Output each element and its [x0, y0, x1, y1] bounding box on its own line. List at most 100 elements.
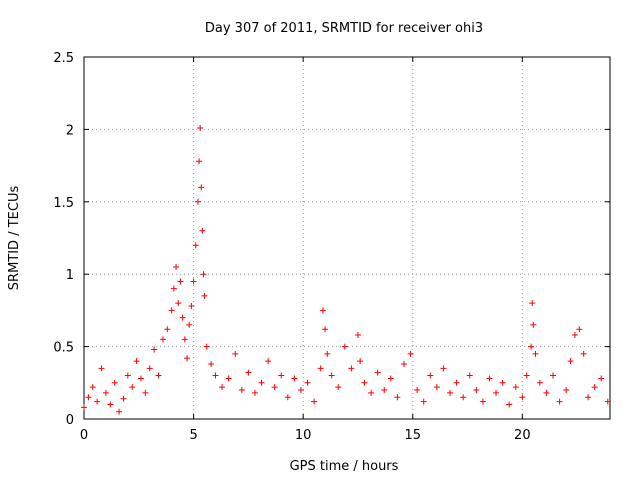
data-point — [196, 158, 203, 165]
data-point — [297, 387, 304, 394]
x-tick-label: 10 — [295, 428, 312, 443]
chart-title: Day 307 of 2011, SRMTID for receiver ohi… — [205, 21, 483, 36]
data-point — [460, 394, 467, 401]
plot-frame — [83, 56, 611, 420]
x-axis: 0 5 10 15 20 — [80, 57, 531, 443]
data-point — [120, 395, 127, 402]
data-point — [357, 358, 364, 365]
data-point — [116, 408, 123, 415]
data-point — [291, 375, 298, 382]
y-tick-label: 0.5 — [53, 341, 74, 356]
data-point — [374, 369, 381, 376]
data-point — [192, 242, 199, 249]
data-point — [506, 401, 513, 408]
data-point — [532, 350, 539, 357]
data-point — [175, 300, 182, 307]
data-point — [208, 360, 215, 367]
data-point — [146, 365, 153, 372]
data-point — [85, 394, 92, 401]
data-point — [529, 300, 536, 307]
data-point — [598, 375, 605, 382]
data-point — [142, 389, 149, 396]
x-tick-label: 20 — [514, 428, 531, 443]
data-point — [284, 394, 291, 401]
data-point — [427, 372, 434, 379]
data-point — [571, 332, 578, 339]
data-point — [440, 365, 447, 372]
data-point — [407, 350, 414, 357]
data-point — [203, 343, 210, 350]
data-point — [348, 365, 355, 372]
data-point — [251, 389, 258, 396]
data-point — [556, 398, 563, 405]
data-point — [107, 401, 114, 408]
data-point — [585, 394, 592, 401]
data-point — [368, 389, 375, 396]
data-point — [186, 321, 193, 328]
data-point — [400, 360, 407, 367]
data-point — [394, 394, 401, 401]
data-point — [420, 398, 427, 405]
data-point — [94, 398, 101, 405]
data-point — [493, 389, 500, 396]
data-point — [159, 336, 166, 343]
data-point — [576, 326, 583, 333]
data-point — [311, 398, 318, 405]
grid — [84, 57, 610, 419]
data-point — [184, 355, 191, 362]
y-axis-label: SRMTID / TECUs — [7, 186, 22, 291]
y-tick-label: 1 — [66, 268, 74, 283]
data-point — [199, 227, 206, 234]
data-point — [319, 307, 326, 314]
data-point — [499, 379, 506, 386]
data-point — [124, 372, 131, 379]
x-tick-label: 5 — [189, 428, 197, 443]
data-point — [543, 389, 550, 396]
data-point — [466, 372, 473, 379]
data-point — [453, 379, 460, 386]
data-points — [81, 124, 611, 415]
data-point — [433, 384, 440, 391]
data-point — [137, 375, 144, 382]
data-point — [238, 387, 245, 394]
data-point — [170, 285, 177, 292]
data-point — [567, 358, 574, 365]
data-point — [111, 379, 118, 386]
data-point — [528, 343, 535, 350]
data-point — [447, 389, 454, 396]
data-point — [563, 387, 570, 394]
x-axis-label: GPS time / hours — [290, 459, 399, 474]
y-tick-label: 2.5 — [53, 51, 74, 66]
data-point — [304, 379, 311, 386]
data-point — [271, 384, 278, 391]
data-point — [190, 278, 197, 285]
data-point — [200, 271, 207, 278]
data-point — [580, 350, 587, 357]
data-point — [591, 384, 598, 391]
data-point — [361, 379, 368, 386]
data-point — [133, 358, 140, 365]
data-point — [512, 384, 519, 391]
data-point — [322, 326, 329, 333]
data-point — [225, 375, 232, 382]
data-point — [177, 278, 184, 285]
data-point — [473, 387, 480, 394]
data-point — [479, 398, 486, 405]
data-point — [81, 404, 87, 411]
data-point — [245, 369, 252, 376]
data-point — [354, 332, 361, 339]
data-point — [387, 375, 394, 382]
data-point — [89, 384, 96, 391]
data-point — [550, 372, 557, 379]
data-point — [341, 343, 348, 350]
data-point — [265, 358, 272, 365]
data-point — [536, 379, 543, 386]
data-point — [278, 372, 285, 379]
data-point — [414, 387, 421, 394]
y-tick-label: 1.5 — [53, 196, 74, 211]
data-point — [198, 184, 205, 191]
data-point — [604, 398, 611, 405]
data-point — [155, 372, 162, 379]
y-tick-label: 0 — [66, 413, 74, 428]
